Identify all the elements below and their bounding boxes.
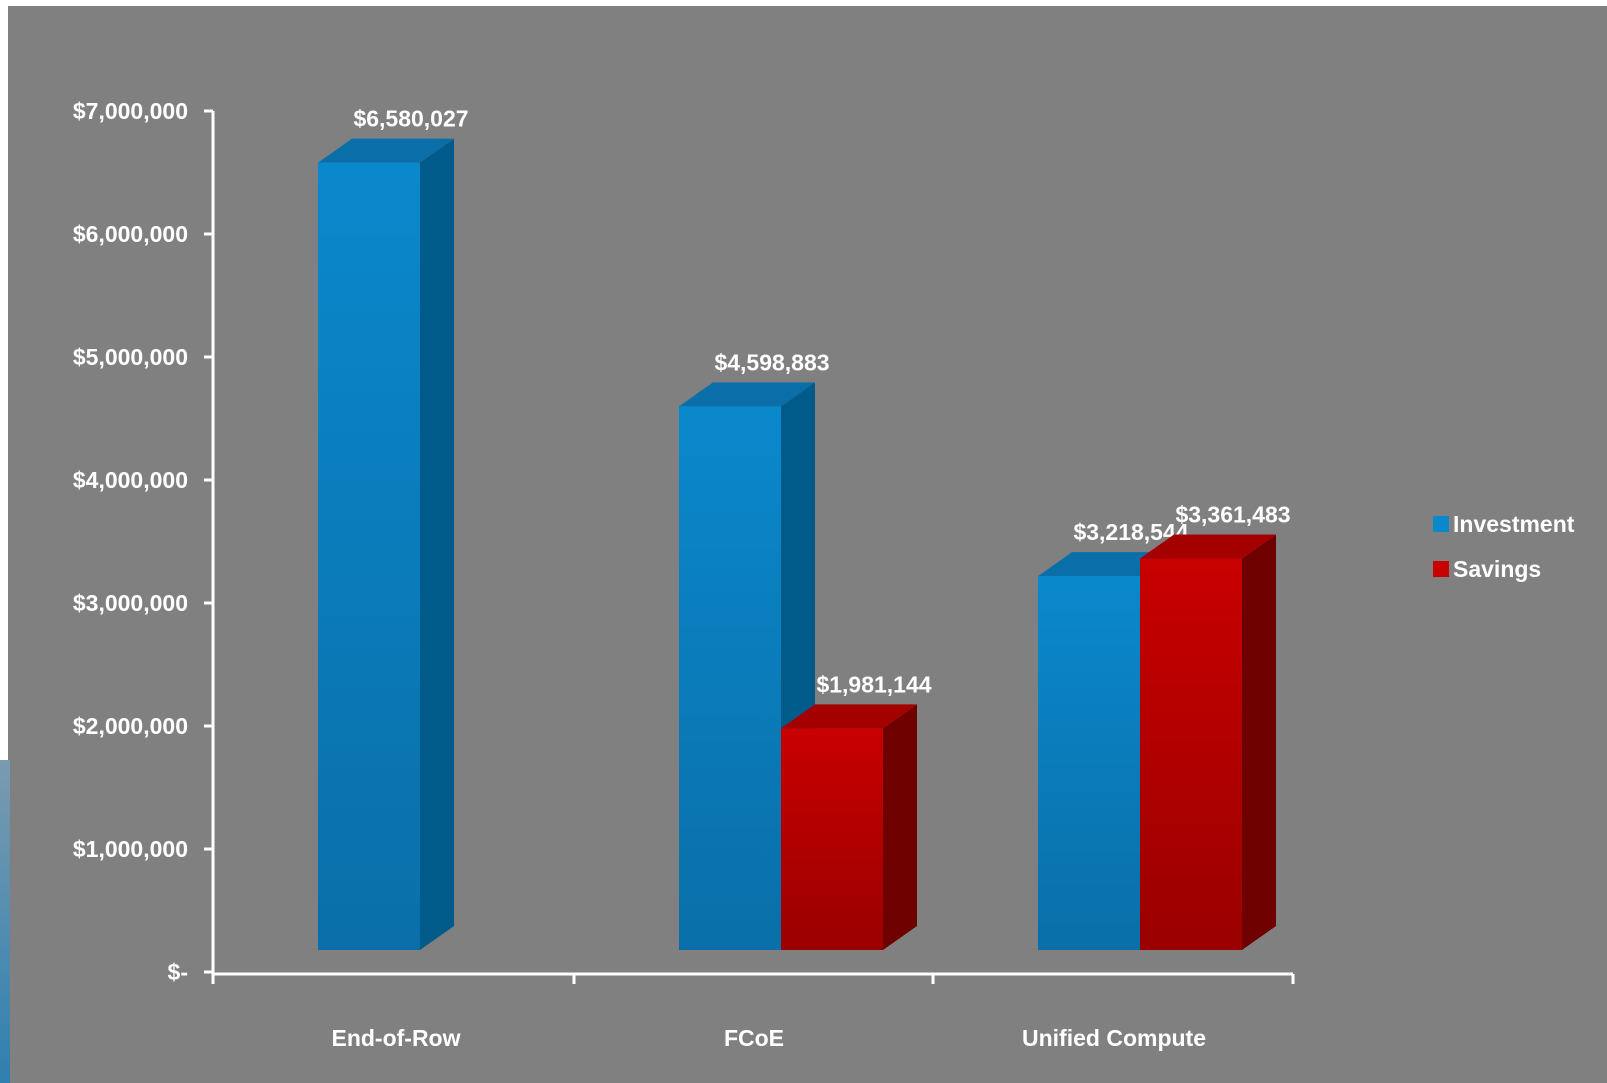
data-label: $1,981,144: [816, 671, 931, 697]
x-category-label: Unified Compute: [1022, 1025, 1206, 1051]
bar-investment-top: [318, 138, 454, 163]
bar-savings-side: [883, 704, 917, 950]
y-tick-label: $2,000,000: [73, 713, 188, 739]
y-tick-label: $7,000,000: [73, 98, 188, 124]
bar-investment-front: [679, 406, 781, 950]
bar-savings-front: [1140, 558, 1242, 950]
legend-label-savings: Savings: [1453, 556, 1541, 582]
bar-investment-front: [318, 162, 420, 950]
data-label: $4,598,883: [714, 349, 829, 375]
edge-decoration: [0, 760, 10, 1083]
bar-savings-side: [1242, 534, 1276, 950]
legend-label-investment: Investment: [1453, 511, 1575, 537]
bar-savings-top: [1140, 534, 1276, 559]
bar-investment-front: [1038, 576, 1140, 950]
bar-investment-top: [679, 382, 815, 407]
data-label: $6,580,027: [353, 106, 468, 132]
y-tick-label: $3,000,000: [73, 590, 188, 616]
x-category-label: FCoE: [724, 1025, 784, 1051]
y-tick-label: $1,000,000: [73, 836, 188, 862]
y-tick-label: $5,000,000: [73, 344, 188, 370]
bar-savings-front: [781, 728, 883, 950]
data-label: $3,361,483: [1175, 502, 1290, 528]
y-tick-label: $4,000,000: [73, 467, 188, 493]
legend-swatch-savings: [1433, 561, 1449, 577]
bar-investment-side: [420, 138, 454, 950]
legend-swatch-investment: [1433, 516, 1449, 532]
y-tick-label: $6,000,000: [73, 221, 188, 247]
y-tick-label: $-: [168, 959, 188, 985]
x-category-label: End-of-Row: [331, 1025, 460, 1051]
bar-savings-top: [781, 704, 917, 729]
